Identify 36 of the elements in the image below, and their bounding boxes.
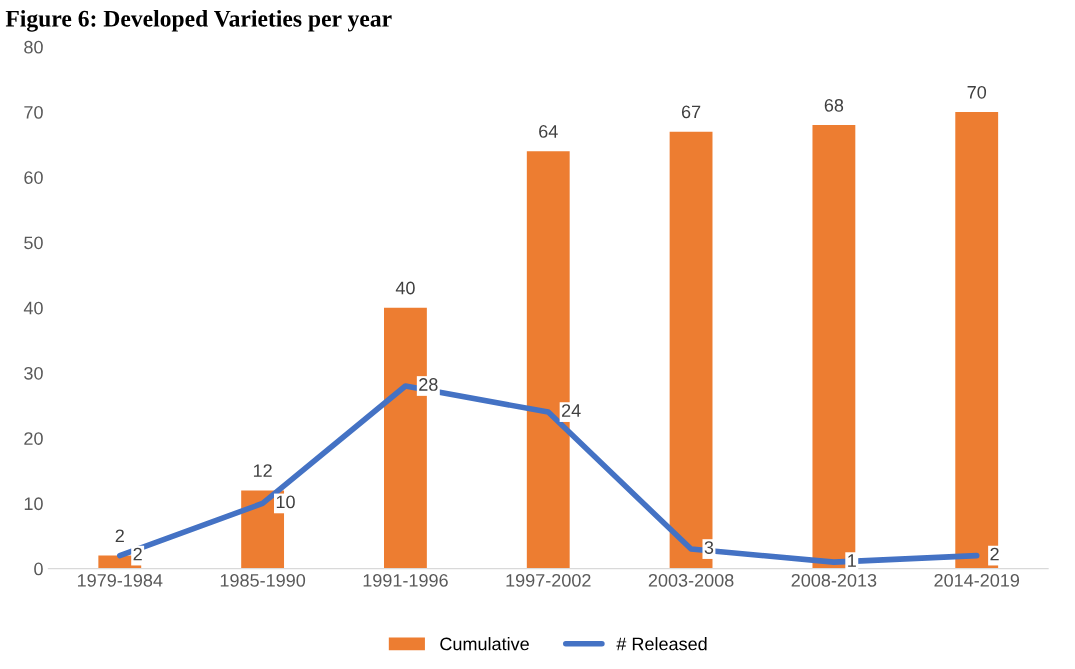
data-label: 3 — [704, 541, 714, 554]
bar — [812, 125, 856, 569]
x-tick-label: 1991-1996 — [363, 573, 448, 587]
data-label: 28 — [419, 378, 438, 391]
legend-label: Cumulative — [440, 637, 529, 651]
x-tick-label: 2003-2008 — [648, 573, 734, 587]
data-label: 40 — [395, 281, 415, 295]
y-tick-label: 60 — [24, 171, 43, 185]
y-tick-label: 0 — [34, 562, 43, 576]
y-tick-label: 40 — [23, 301, 43, 315]
data-label: 2 — [133, 547, 142, 561]
x-tick-label: 2008-2013 — [791, 573, 877, 587]
data-label: 70 — [967, 85, 987, 99]
y-tick-label: 30 — [24, 366, 43, 380]
y-tick-label: 50 — [24, 236, 43, 250]
bar — [669, 131, 713, 569]
data-label: 24 — [562, 404, 581, 417]
chart-title: Figure 6: Developed Varieties per year — [5, 10, 392, 32]
data-label: 67 — [681, 105, 701, 119]
data-label: 12 — [253, 464, 272, 477]
data-label: 2 — [990, 547, 999, 561]
y-tick-label: 10 — [24, 497, 43, 511]
data-label: 10 — [276, 495, 295, 509]
x-tick-label: 2014-2019 — [934, 573, 1020, 587]
data-label: 64 — [539, 125, 558, 138]
x-tick-label: 1979-1984 — [77, 573, 163, 587]
x-tick-label: 1985-1990 — [220, 573, 306, 587]
x-tick-label: 1997-2002 — [506, 573, 591, 587]
data-label: 2 — [115, 529, 124, 543]
data-label: 68 — [824, 98, 844, 112]
y-tick-label: 80 — [24, 40, 43, 54]
data-label: 1 — [848, 554, 856, 567]
legend-label: # Released — [616, 637, 707, 651]
y-tick-label: 70 — [24, 105, 43, 119]
bar — [955, 112, 999, 569]
y-tick-label: 20 — [24, 432, 43, 445]
